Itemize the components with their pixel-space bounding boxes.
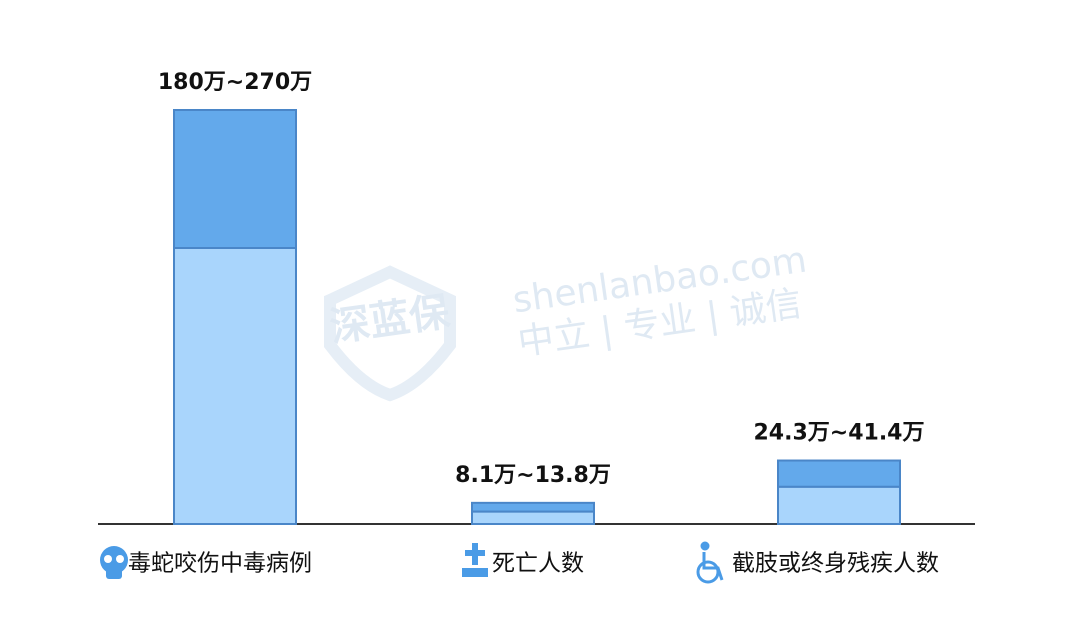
watermark-shield [324, 265, 456, 402]
category-label: 毒蛇咬伤中毒病例 [128, 551, 312, 577]
category-label: 死亡人数 [492, 551, 584, 577]
bar-range [173, 109, 297, 249]
bar-low [173, 247, 297, 525]
bar-low [777, 485, 901, 525]
icon-wheelchair [696, 541, 724, 584]
bar-range [777, 459, 901, 488]
icon-grave [462, 543, 488, 577]
value-label: 8.1万~13.8万 [455, 463, 611, 488]
bar-range [471, 501, 595, 513]
value-label: 24.3万~41.4万 [754, 421, 925, 446]
category-label: 截肢或终身残疾人数 [732, 551, 939, 577]
value-label: 180万~270万 [158, 70, 312, 95]
icon-skull [100, 546, 128, 579]
bar-low [471, 510, 595, 525]
watermark: 深蓝保 shenlanbao.com 中立 | 专业 | 诚信 [324, 240, 809, 402]
